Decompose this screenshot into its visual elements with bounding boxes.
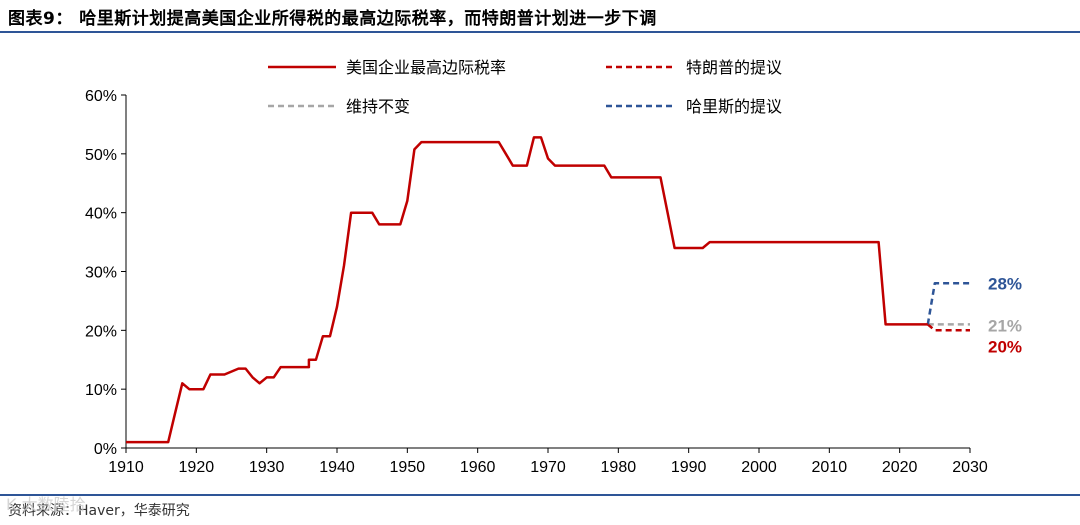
y-tick-label: 10% (85, 382, 117, 399)
x-tick-label: 1930 (249, 459, 285, 476)
x-tick-label: 1940 (319, 459, 355, 476)
legend-label: 维持不变 (346, 98, 410, 116)
watermark-logo: K 大数陸拾 (6, 495, 86, 514)
y-tick-label: 0% (94, 441, 117, 458)
x-tick-label: 1970 (530, 459, 566, 476)
end-value-label: 28% (988, 274, 1022, 293)
title-rule (0, 31, 1080, 33)
line-chart: 0% 10% 20% 30% 40% 50% 60% 1910 1920 1930 1940 1950… (85, 59, 1022, 476)
chart-title: 图表9： 哈里斯计划提高美国企业所得税的最高边际税率，而特朗普计划进一步下调 (8, 9, 657, 29)
x-tick-label: 1980 (601, 459, 637, 476)
x-tick-label: 1960 (460, 459, 496, 476)
x-tick-label: 2010 (812, 459, 848, 476)
legend-label: 特朗普的提议 (686, 59, 782, 77)
legend-label: 美国企业最高边际税率 (346, 59, 506, 77)
y-tick-label: 30% (85, 265, 117, 282)
footer-rule (0, 494, 1080, 496)
x-tick-label: 1990 (671, 459, 707, 476)
y-tick-label: 50% (85, 147, 117, 164)
end-value-label: 21% (988, 316, 1022, 335)
x-tick-label: 1910 (108, 459, 144, 476)
x-tick-label: 2030 (952, 459, 988, 476)
series-harris-line (926, 282, 970, 325)
series-main-rate-line (126, 136, 928, 444)
series-trump-line (926, 323, 970, 332)
x-tick-label: 2000 (741, 459, 777, 476)
legend-label: 哈里斯的提议 (686, 98, 782, 116)
x-tick-label: 2020 (882, 459, 918, 476)
end-value-label: 20% (988, 337, 1022, 356)
source-note: 资料来源：Haver，华泰研究 (8, 503, 190, 519)
y-tick-label: 40% (85, 206, 117, 223)
x-tick-label: 1950 (390, 459, 426, 476)
y-tick-label: 20% (85, 323, 117, 340)
y-tick-label: 60% (85, 88, 117, 105)
x-tick-label: 1920 (179, 459, 215, 476)
